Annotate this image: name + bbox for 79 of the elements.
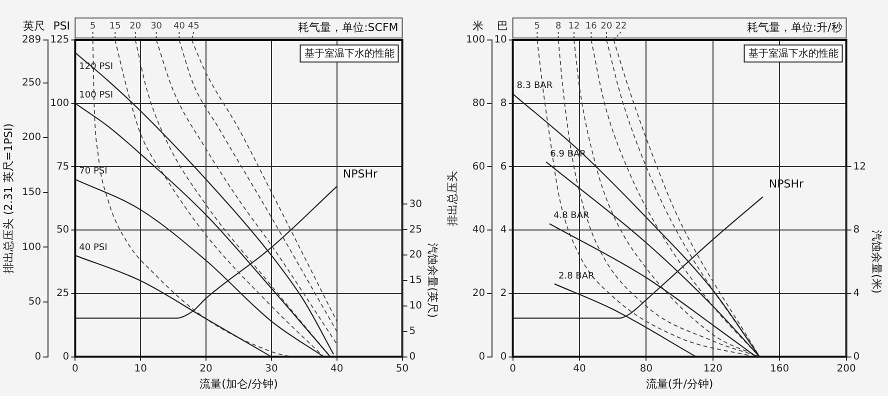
x-axis-title: 流量(加仑/分钟) xyxy=(200,377,278,390)
series-label: 45 xyxy=(188,21,200,32)
y2-tick-label: 0 xyxy=(34,351,42,362)
y3-tick-label: 5 xyxy=(409,326,416,337)
y-tick-label: 4 xyxy=(500,224,507,236)
y2-tick-label: 250 xyxy=(22,77,42,88)
series-label: 12 xyxy=(568,21,580,32)
x-tick-label: 50 xyxy=(396,363,409,374)
y2-tick-label: 80 xyxy=(472,98,486,109)
series-label: 8 xyxy=(555,21,562,32)
y-tick-label: 75 xyxy=(56,161,70,172)
y2-axis-title: 米 xyxy=(472,19,484,32)
y3-tick-label: 15 xyxy=(409,275,422,286)
text: 耗气量，单位:SCFM xyxy=(298,20,398,34)
y2-tick-label: 20 xyxy=(472,288,486,300)
series-label: 70 PSI xyxy=(79,166,108,177)
y3-tick-label: 0 xyxy=(409,351,416,362)
x-tick-label: 0 xyxy=(72,363,78,374)
text: 耗气量，单位:升/秒 xyxy=(746,20,842,34)
y-tick-label: 0 xyxy=(62,351,70,362)
y-tick-label: 125 xyxy=(50,34,70,46)
y3-tick-label: 10 xyxy=(409,300,422,312)
y-tick-label: 8 xyxy=(500,98,507,109)
series-label: 8.3 BAR xyxy=(516,81,553,92)
y2-tick-label: 289 xyxy=(22,34,42,46)
x-tick-label: 120 xyxy=(703,363,722,374)
series-label: 5 xyxy=(534,21,540,32)
x-tick-label: 80 xyxy=(640,363,653,374)
series-label: 16 xyxy=(585,21,598,32)
annotation: 基于室温下水的性能 xyxy=(748,48,838,60)
y2-tick-label: 60 xyxy=(472,161,486,172)
y3-tick-label: 12 xyxy=(853,161,866,172)
annotation: 基于室温下水的性能 xyxy=(304,48,394,60)
series-label: 30 xyxy=(150,21,162,32)
series-label: 100 PSI xyxy=(79,90,114,101)
x-tick-label: 40 xyxy=(573,363,586,374)
y-tick-label: 10 xyxy=(494,34,507,46)
y-axis-title: PSI xyxy=(53,19,70,32)
x-axis-title: 流量(升/分钟) xyxy=(646,377,714,390)
y2-tick-label: 40 xyxy=(472,224,486,236)
series-label: 22 xyxy=(615,21,627,32)
series-label: NPSHr xyxy=(342,167,378,180)
y3-tick-label: 30 xyxy=(409,198,422,210)
y3-axis-title: 汽蚀余量(米) xyxy=(870,230,884,294)
y2-tick-label: 100 xyxy=(466,34,486,46)
y-tick-label: 2 xyxy=(500,288,507,300)
y-tick-label: 0 xyxy=(500,351,507,362)
y2-tick-label: 50 xyxy=(28,296,42,308)
y-tick-label: 100 xyxy=(50,98,70,109)
series-label: 5 xyxy=(90,21,96,32)
text: 排出总压头 xyxy=(446,170,459,226)
y3-tick-label: 20 xyxy=(409,250,422,261)
series-label: 20 xyxy=(130,21,142,32)
x-tick-label: 200 xyxy=(836,363,856,374)
x-tick-label: 0 xyxy=(510,363,516,374)
y2-axis-title: 英尺 xyxy=(23,19,46,32)
series-label: 15 xyxy=(109,21,121,32)
y3-tick-label: 4 xyxy=(853,288,860,300)
y3-tick-label: 8 xyxy=(853,224,860,236)
y-tick-label: 6 xyxy=(500,161,507,172)
y3-axis-title: 汽蚀余量(英尺) xyxy=(426,243,440,318)
x-tick-label: 10 xyxy=(134,363,147,374)
y-tick-label: 50 xyxy=(56,224,70,236)
y-axis-title: 巴 xyxy=(496,19,508,32)
y2-tick-label: 100 xyxy=(22,242,42,253)
y2-tick-label: 200 xyxy=(22,132,42,144)
y-tick-label: 25 xyxy=(56,288,70,300)
y3-tick-label: 0 xyxy=(853,351,860,362)
x-tick-label: 160 xyxy=(770,363,790,374)
y2-tick-label: 0 xyxy=(478,351,486,362)
y3-tick-label: 25 xyxy=(409,224,422,236)
y2-tick-label: 150 xyxy=(22,186,42,198)
series-label: 40 xyxy=(173,21,186,32)
x-tick-label: 40 xyxy=(330,363,344,374)
text: 排出总压头 (2.31 英尺=1PSI) xyxy=(2,123,15,274)
series-label: 20 xyxy=(600,21,613,32)
series-label: 40 PSI xyxy=(79,242,108,253)
x-tick-label: 30 xyxy=(265,363,278,374)
x-tick-label: 20 xyxy=(200,363,212,374)
